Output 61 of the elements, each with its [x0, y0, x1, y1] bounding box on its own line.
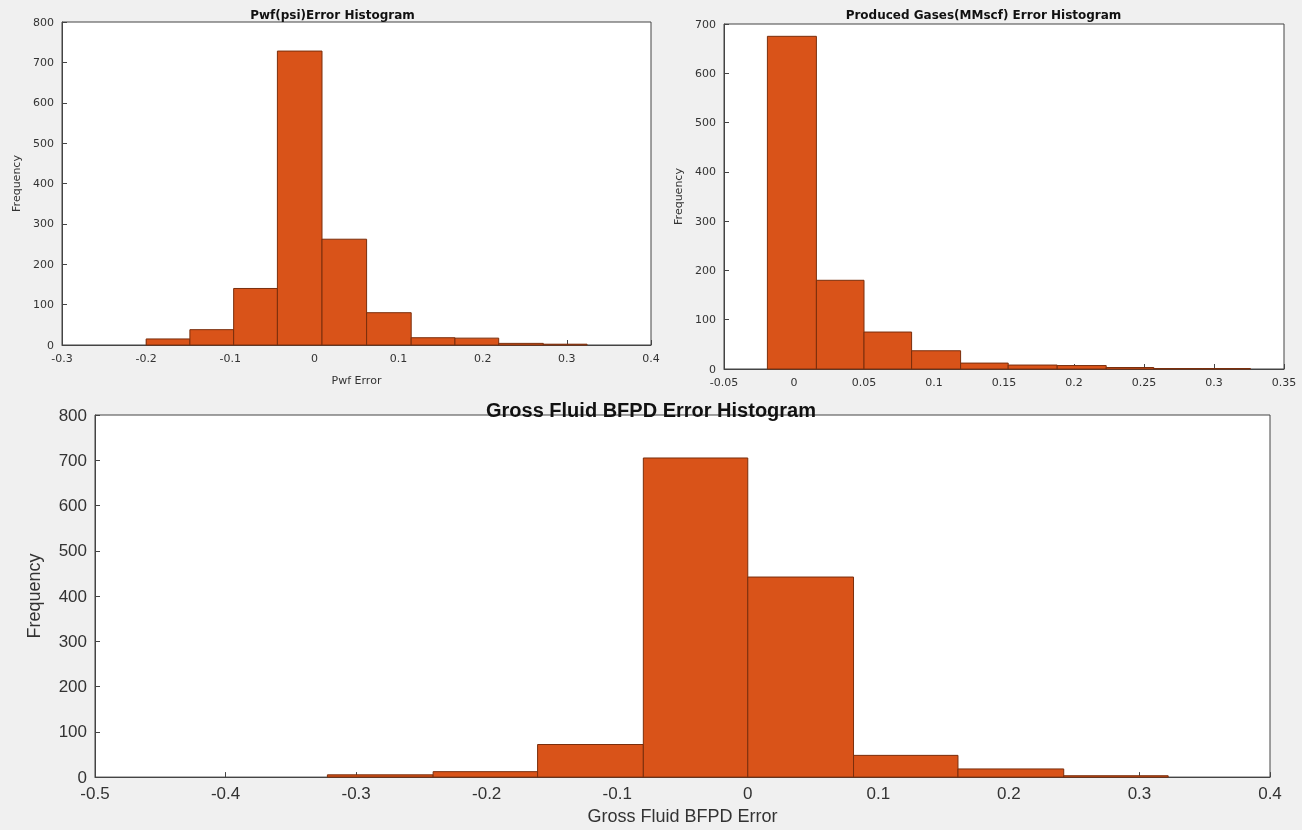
x-tick-label: 0 [310, 352, 318, 365]
x-tick-label: -0.2 [135, 352, 157, 365]
x-tick-label: -0.3 [51, 352, 73, 365]
x-axis-title: Gross Fluid BFPD Error [587, 806, 778, 826]
y-axis-title: Frequency [10, 154, 23, 212]
y-axis-title: Frequency [24, 553, 44, 639]
x-tick-label: 0.05 [851, 376, 877, 389]
x-tick-label: -0.5 [80, 784, 110, 804]
y-tick-label: 600 [33, 96, 54, 110]
y-tick-label: 200 [33, 257, 54, 271]
y-tick-label: 500 [33, 136, 54, 150]
x-tick-label: 0.4 [642, 352, 660, 365]
x-tick-label: 0.1 [866, 784, 891, 804]
y-tick-label: 300 [695, 214, 716, 228]
y-tick-label: 500 [695, 116, 716, 130]
y-tick-label: 600 [58, 496, 87, 516]
chart-title: Gross Fluid BFPD Error Histogram [485, 399, 817, 421]
y-tick-label: 300 [33, 217, 54, 231]
x-tick-label: -0.1 [602, 784, 632, 804]
chart-title: Produced Gases(MMscf) Error Histogram [845, 8, 1122, 22]
y-tick-label: 400 [58, 586, 87, 606]
x-tick-label: 0 [790, 376, 798, 389]
y-axis-title: Frequency [672, 167, 685, 225]
y-tick-label: 500 [58, 541, 87, 561]
chart-title: Pwf(psi)Error Histogram [250, 8, 415, 22]
x-tick-label: 0.2 [1065, 376, 1083, 389]
x-tick-label: 0.35 [1271, 376, 1297, 389]
y-tick-label: 600 [695, 66, 716, 80]
x-tick-label: 0.1 [925, 376, 943, 389]
y-tick-label: 700 [58, 450, 87, 470]
x-tick-label: 0.4 [1258, 784, 1282, 804]
y-tick-label: 100 [58, 722, 87, 742]
x-tick-label: -0.4 [210, 784, 241, 804]
x-tick-label: 0.1 [389, 352, 408, 365]
x-tick-label: 0.3 [1205, 376, 1223, 389]
x-tick-label: 0.2 [997, 784, 1021, 804]
x-tick-label: 0.3 [1127, 784, 1152, 804]
x-tick-label: -0.05 [709, 376, 739, 389]
y-tick-label: 700 [695, 17, 716, 31]
y-tick-label: 0 [77, 767, 87, 787]
x-tick-label: 0.2 [473, 352, 492, 365]
x-axis-title: Pwf Error [331, 374, 382, 387]
y-tick-label: 700 [33, 55, 54, 69]
y-tick-label: 100 [695, 313, 716, 327]
y-tick-label: 200 [695, 263, 716, 277]
y-tick-label: 200 [58, 677, 87, 697]
x-tick-label: 0.15 [991, 376, 1017, 389]
x-tick-label: 0.25 [1131, 376, 1157, 389]
y-tick-label: 0 [709, 362, 716, 376]
y-tick-label: 800 [58, 405, 87, 425]
x-tick-label: -0.2 [472, 784, 502, 804]
x-tick-label: -0.3 [341, 784, 371, 804]
y-tick-label: 800 [33, 15, 54, 29]
y-tick-label: 300 [58, 631, 87, 651]
y-tick-label: 400 [33, 177, 54, 190]
y-tick-label: 100 [33, 298, 54, 312]
x-tick-label: 0.3 [558, 352, 576, 365]
x-tick-label: -0.1 [219, 352, 242, 365]
x-tick-label: 0 [743, 784, 753, 804]
y-tick-label: 400 [695, 165, 716, 179]
y-tick-label: 0 [47, 338, 54, 352]
